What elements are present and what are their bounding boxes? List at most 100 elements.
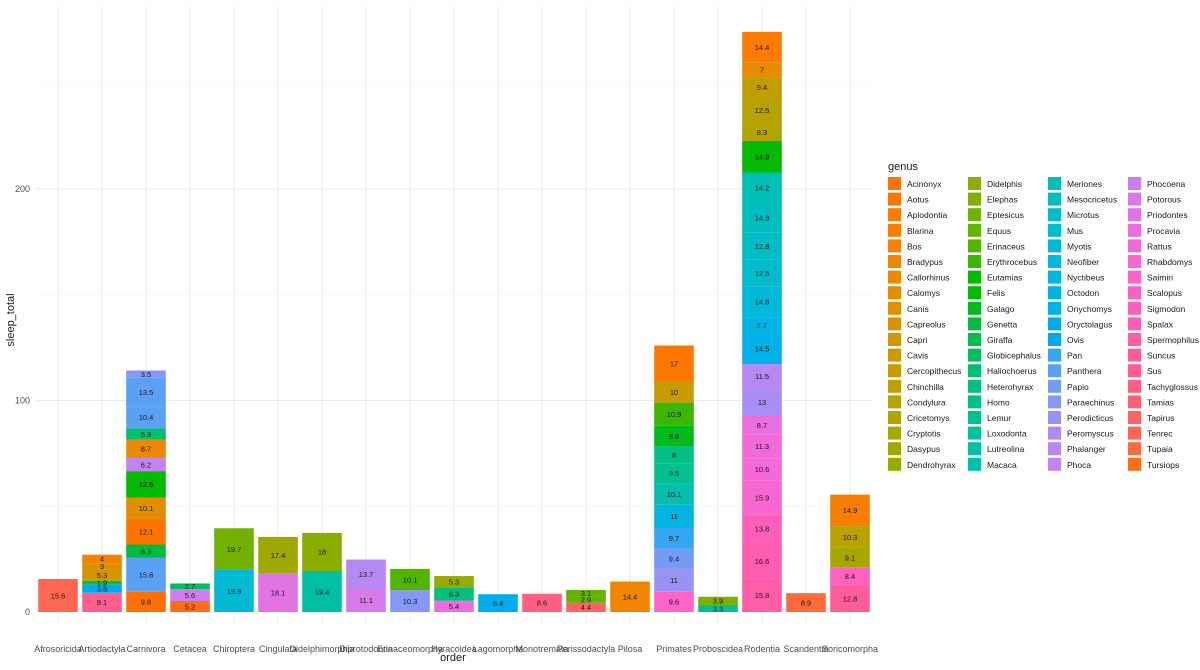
bar-segment-perissodactyla-equus <box>566 596 606 603</box>
bar-value-label: 18 <box>318 548 326 557</box>
legend-key-priodontes <box>1128 208 1141 222</box>
legend-key-perodicticus <box>1048 411 1061 424</box>
bar-segment-soricomorpha-blarina <box>830 494 870 527</box>
bar-segment-artiodactyla-capri <box>82 569 122 581</box>
bar-segment-rodentia-mesocricetus <box>742 202 782 233</box>
legend-key-globicephalus <box>968 348 981 362</box>
legend-label-panthera: Panthera <box>1067 366 1102 376</box>
bar-value-label: 14.3 <box>755 213 770 222</box>
legend-label-homo: Homo <box>987 397 1010 407</box>
bar-segment-soricomorpha-scalopus <box>830 567 870 585</box>
legend-key-felis <box>968 286 981 300</box>
bar-value-label: 14.9 <box>843 506 858 515</box>
legend-label-erythrocebus: Erythrocebus <box>987 257 1037 267</box>
bar-value-label: 12.5 <box>139 480 154 489</box>
legend-key-calomys <box>888 286 901 300</box>
legend-label-bradypus: Bradypus <box>907 257 943 267</box>
bar-value-label: 5.6 <box>185 591 195 600</box>
bar-segment-rodentia-sigmodon <box>742 514 782 544</box>
x-tick-label-scandentia: Scandentia <box>783 644 828 654</box>
x-tick-label-perissodactyla: Perissodactyla <box>557 644 616 654</box>
legend-key-cavis <box>888 348 901 362</box>
bar-value-label: 11 <box>670 512 678 521</box>
bar-segment-carnivora-panthera <box>126 557 166 592</box>
legend-key-eutamias <box>968 270 981 284</box>
bar-segment-artiodactyla-ovis <box>82 584 122 593</box>
x-tick-label-primates: Primates <box>656 644 692 654</box>
legend-label-sigmodon: Sigmodon <box>1147 304 1186 314</box>
bar-value-label: 7 <box>760 66 764 75</box>
legend-label-perodicticus: Perodicticus <box>1067 413 1113 423</box>
bar-segment-primates-papio <box>654 548 694 569</box>
legend-label-blarina: Blarina <box>907 226 934 236</box>
bar-value-label: 9.5 <box>669 469 679 478</box>
legend-label-pan: Pan <box>1067 351 1082 361</box>
bar-value-label: 9.7 <box>669 534 679 543</box>
bar-segment-rodentia-phalanger <box>742 364 782 389</box>
bar-segment-afrosoricida-tenrec <box>38 579 78 612</box>
legend-label-dasypus: Dasypus <box>907 444 940 454</box>
legend-label-cryptotis: Cryptotis <box>907 429 941 439</box>
legend-label-suncus: Suncus <box>1147 351 1175 361</box>
bar-segment-rodentia-rhabdomys <box>742 480 782 515</box>
bar-value-label: 19.9 <box>227 587 242 596</box>
bar-segment-primates-saimiri <box>654 591 694 612</box>
legend-label-mus: Mus <box>1067 226 1083 236</box>
bar-value-label: 6.2 <box>141 460 151 469</box>
legend-key-octodon <box>1048 286 1061 300</box>
legend-label-calomys: Calomys <box>907 288 940 298</box>
bar-segment-rodentia-onychomys <box>742 333 782 365</box>
x-tick-label-cetacea: Cetacea <box>173 644 207 654</box>
bar-segment-hyracoidea-heterohyrax <box>434 587 474 601</box>
bar-segment-cetacea-globicephalus <box>170 583 210 590</box>
legend-key-lemur <box>968 411 981 424</box>
legend-label-tamias: Tamias <box>1147 397 1174 407</box>
bar-value-label: 15.8 <box>755 591 770 600</box>
bar-value-label: 14.9 <box>755 153 770 162</box>
x-tick-label-lagomorpha: Lagomorpha <box>473 644 524 654</box>
bar-value-label: 10 <box>670 388 678 397</box>
bar-value-label: 3.5 <box>141 370 151 379</box>
legend-label-tenrec: Tenrec <box>1147 429 1173 439</box>
legend-key-capri <box>888 333 901 346</box>
bar-value-label: 9.1 <box>845 553 855 562</box>
bar-segment-carnivora-canis <box>126 497 166 519</box>
legend-label-onychomys: Onychomys <box>1067 304 1112 314</box>
bar-value-label: 3.1 <box>581 589 591 598</box>
bar-segment-hyracoidea-dendrohyrax <box>434 576 474 588</box>
bar-value-label: 1.9 <box>97 579 107 588</box>
legend-key-tursiops <box>1128 457 1141 471</box>
bar-value-label: 8.7 <box>141 445 151 454</box>
bar-value-label: 14.4 <box>623 593 638 602</box>
bar-value-label: 12.5 <box>755 269 770 278</box>
legend-key-suncus <box>1128 348 1141 362</box>
legend-title: genus <box>888 161 918 173</box>
bar-value-label: 9.1 <box>97 598 107 607</box>
legend-label-aplodontia: Aplodontia <box>907 210 947 220</box>
legend-label-condylura: Condylura <box>907 397 946 407</box>
bar-segment-rodentia-condylura <box>742 96 782 124</box>
bar-segment-rodentia-peromyscus <box>742 388 782 416</box>
bar-segment-scandentia-tupaia <box>786 593 826 612</box>
bar-segment-rodentia-rattus <box>742 434 782 459</box>
legend-key-elephas <box>968 192 981 206</box>
legend-key-panthera <box>1048 364 1061 378</box>
bar-value-label: 10.1 <box>403 575 418 584</box>
legend-label-tapirus: Tapirus <box>1147 413 1174 423</box>
x-tick-label-cingulata: Cingulata <box>259 644 297 654</box>
legend-key-galago <box>968 301 981 315</box>
bar-segment-primates-lemur <box>654 463 694 484</box>
legend-key-heterohyrax <box>968 379 981 393</box>
legend-label-peromyscus: Peromyscus <box>1067 429 1114 439</box>
bar-segment-rodentia-spalax <box>742 543 782 579</box>
bar-value-label: 5.3 <box>449 577 459 586</box>
legend-label-aotus: Aotus <box>907 195 929 205</box>
legend-label-procavia: Procavia <box>1147 226 1180 236</box>
bar-segment-cingulata-priodontes <box>258 573 298 612</box>
bar-value-label: 4 <box>100 555 104 564</box>
bar-segment-artiodactyla-bos <box>82 554 122 564</box>
legend-key-procavia <box>1128 223 1141 237</box>
bar-segment-erinaceomorpha-erinaceus <box>390 568 430 591</box>
bar-value-label: 10.3 <box>843 533 858 542</box>
bar-value-label: 14.5 <box>755 345 770 354</box>
